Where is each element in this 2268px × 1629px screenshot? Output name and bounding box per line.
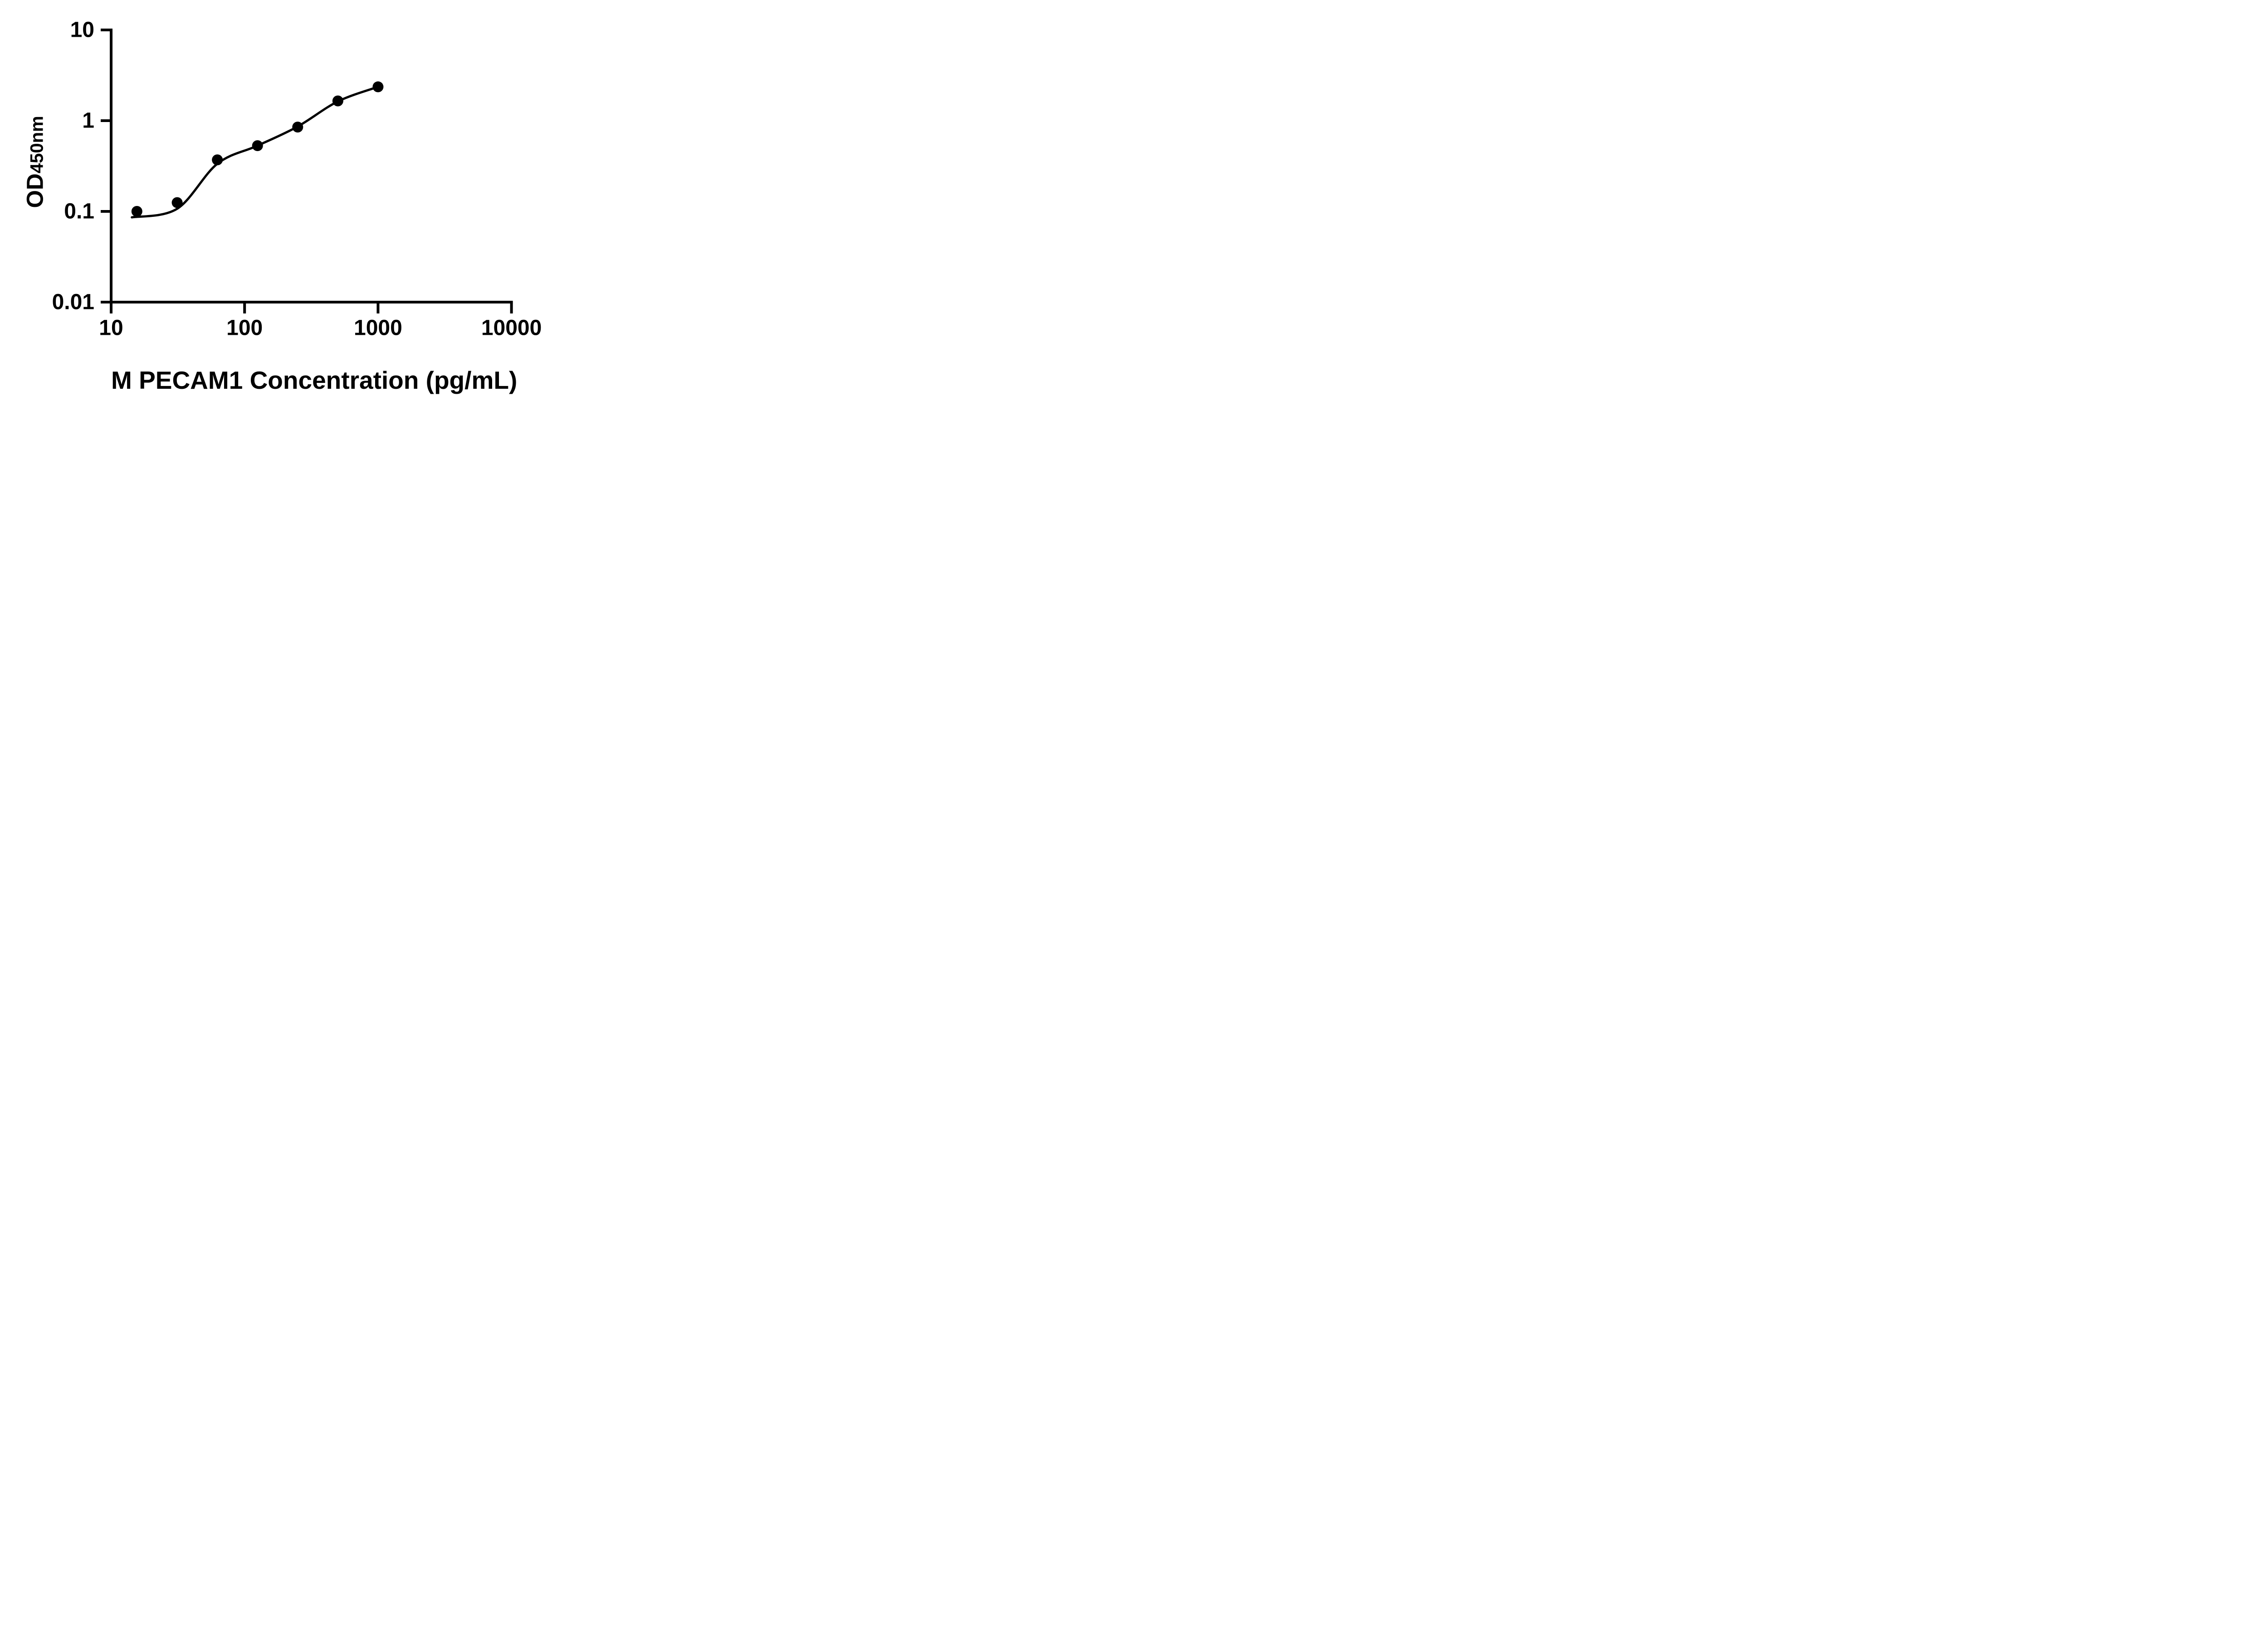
y-tick-label-10: 10	[70, 18, 94, 42]
x-tick-label-1000: 1000	[354, 316, 402, 340]
data-point-1	[131, 206, 142, 217]
x-axis-title: M PECAM1 Concentration (pg/mL)	[111, 366, 518, 394]
y-axis-title: OD450nm	[22, 116, 49, 208]
standard-curve-plot: 0.01 0.1 1 10 10 100 1000 10000	[52, 18, 542, 340]
data-point-6	[332, 95, 343, 107]
data-point-4	[252, 140, 263, 152]
y-tick-label-1: 1	[82, 109, 94, 133]
axes-frame	[110, 29, 513, 303]
y-tick-label-0.1: 0.1	[64, 200, 94, 224]
data-point-3	[212, 154, 223, 166]
x-tick-label-10: 10	[99, 316, 123, 340]
data-point-5	[292, 122, 303, 133]
y-tick-label-0.01: 0.01	[52, 290, 94, 314]
fitted-curve	[131, 85, 379, 219]
data-point-2	[171, 197, 183, 208]
elisa-standard-curve-figure: 0.01 0.1 1 10 10 100 1000 10000 OD450nm M PECAM…	[0, 0, 583, 407]
data-point-7	[372, 81, 384, 93]
x-tick-label-10000: 10000	[481, 316, 542, 340]
x-tick-label-100: 100	[226, 316, 263, 340]
y-axis-title-sub: 450nm	[27, 116, 47, 174]
y-axis-title-main: OD	[22, 173, 48, 208]
